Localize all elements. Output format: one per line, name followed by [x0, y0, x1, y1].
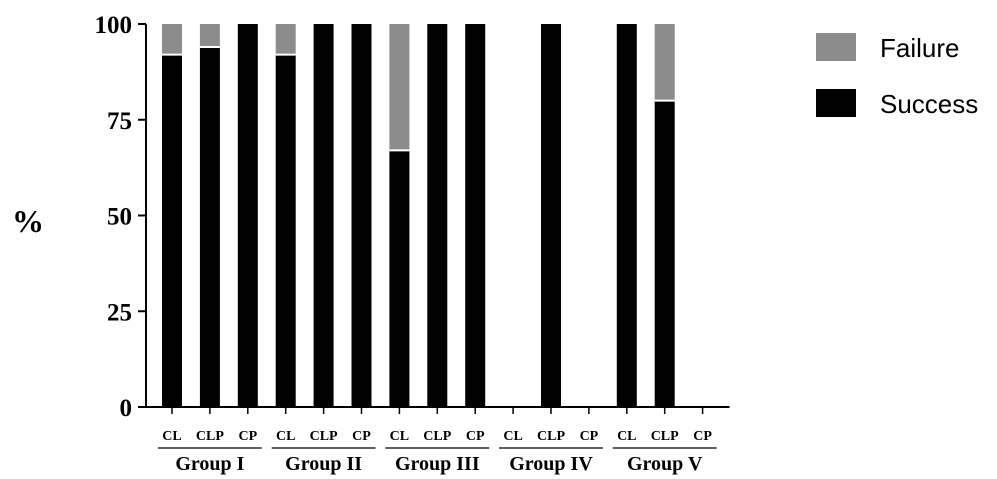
bar-success: [199, 46, 220, 407]
x-tick-label: CL: [162, 429, 181, 444]
x-axis: CL CLP CP CL CLP CP CL CLP CP CL CLP CP CL CLP CP Group…: [146, 406, 730, 475]
bar-failure: [275, 24, 296, 55]
legend-label: Failure: [880, 33, 959, 63]
legend: Failure Success: [816, 33, 978, 119]
y-tick-label: 75: [107, 108, 132, 135]
y-axis: 0 25 50 75 100: [95, 12, 147, 422]
y-tick-label: 0: [120, 395, 133, 422]
group-label: Group II: [285, 453, 362, 475]
x-tick-label: CLP: [423, 429, 451, 444]
legend-swatch: [816, 33, 856, 61]
bar-success: [275, 54, 296, 407]
bar-success: [313, 24, 334, 407]
bar-success: [541, 24, 561, 407]
legend-swatch: [816, 89, 856, 117]
legend-label: Success: [880, 89, 978, 119]
x-tick-label: CP: [466, 429, 485, 444]
bar-failure: [654, 24, 675, 101]
x-tick-label: CP: [693, 429, 712, 444]
bar-success: [237, 24, 258, 407]
x-tick-label: CLP: [196, 429, 224, 444]
x-tick-label: CP: [580, 429, 599, 444]
bar-success: [654, 100, 675, 407]
bar-success: [465, 24, 486, 407]
x-tick-label: CL: [503, 429, 522, 444]
x-tick-label: CL: [276, 429, 295, 444]
y-tick-label: 25: [107, 299, 132, 326]
group-label: Group III: [395, 453, 480, 475]
x-tick-label: CLP: [537, 429, 565, 444]
bar-failure: [162, 24, 182, 55]
y-axis-label: %: [12, 203, 44, 239]
x-tick-label: CP: [352, 429, 371, 444]
group-label: Group I: [175, 453, 244, 475]
x-tick-label: CLP: [651, 429, 679, 444]
y-tick-label: 50: [107, 204, 132, 231]
group-label: Group IV: [509, 453, 593, 475]
bar-success: [427, 24, 448, 407]
bar-success: [162, 54, 182, 407]
bars: [162, 24, 675, 407]
bar-failure: [389, 24, 410, 151]
group-label: Group V: [627, 453, 703, 475]
x-tick-label: CL: [390, 429, 409, 444]
bar-failure: [199, 24, 220, 47]
x-tick-label: CP: [238, 429, 257, 444]
y-tick-label: 100: [95, 12, 133, 39]
bar-success: [351, 24, 372, 407]
x-tick-label: CL: [617, 429, 636, 444]
x-tick-label: CLP: [310, 429, 338, 444]
bar-success: [616, 24, 637, 407]
bar-success: [389, 150, 410, 407]
